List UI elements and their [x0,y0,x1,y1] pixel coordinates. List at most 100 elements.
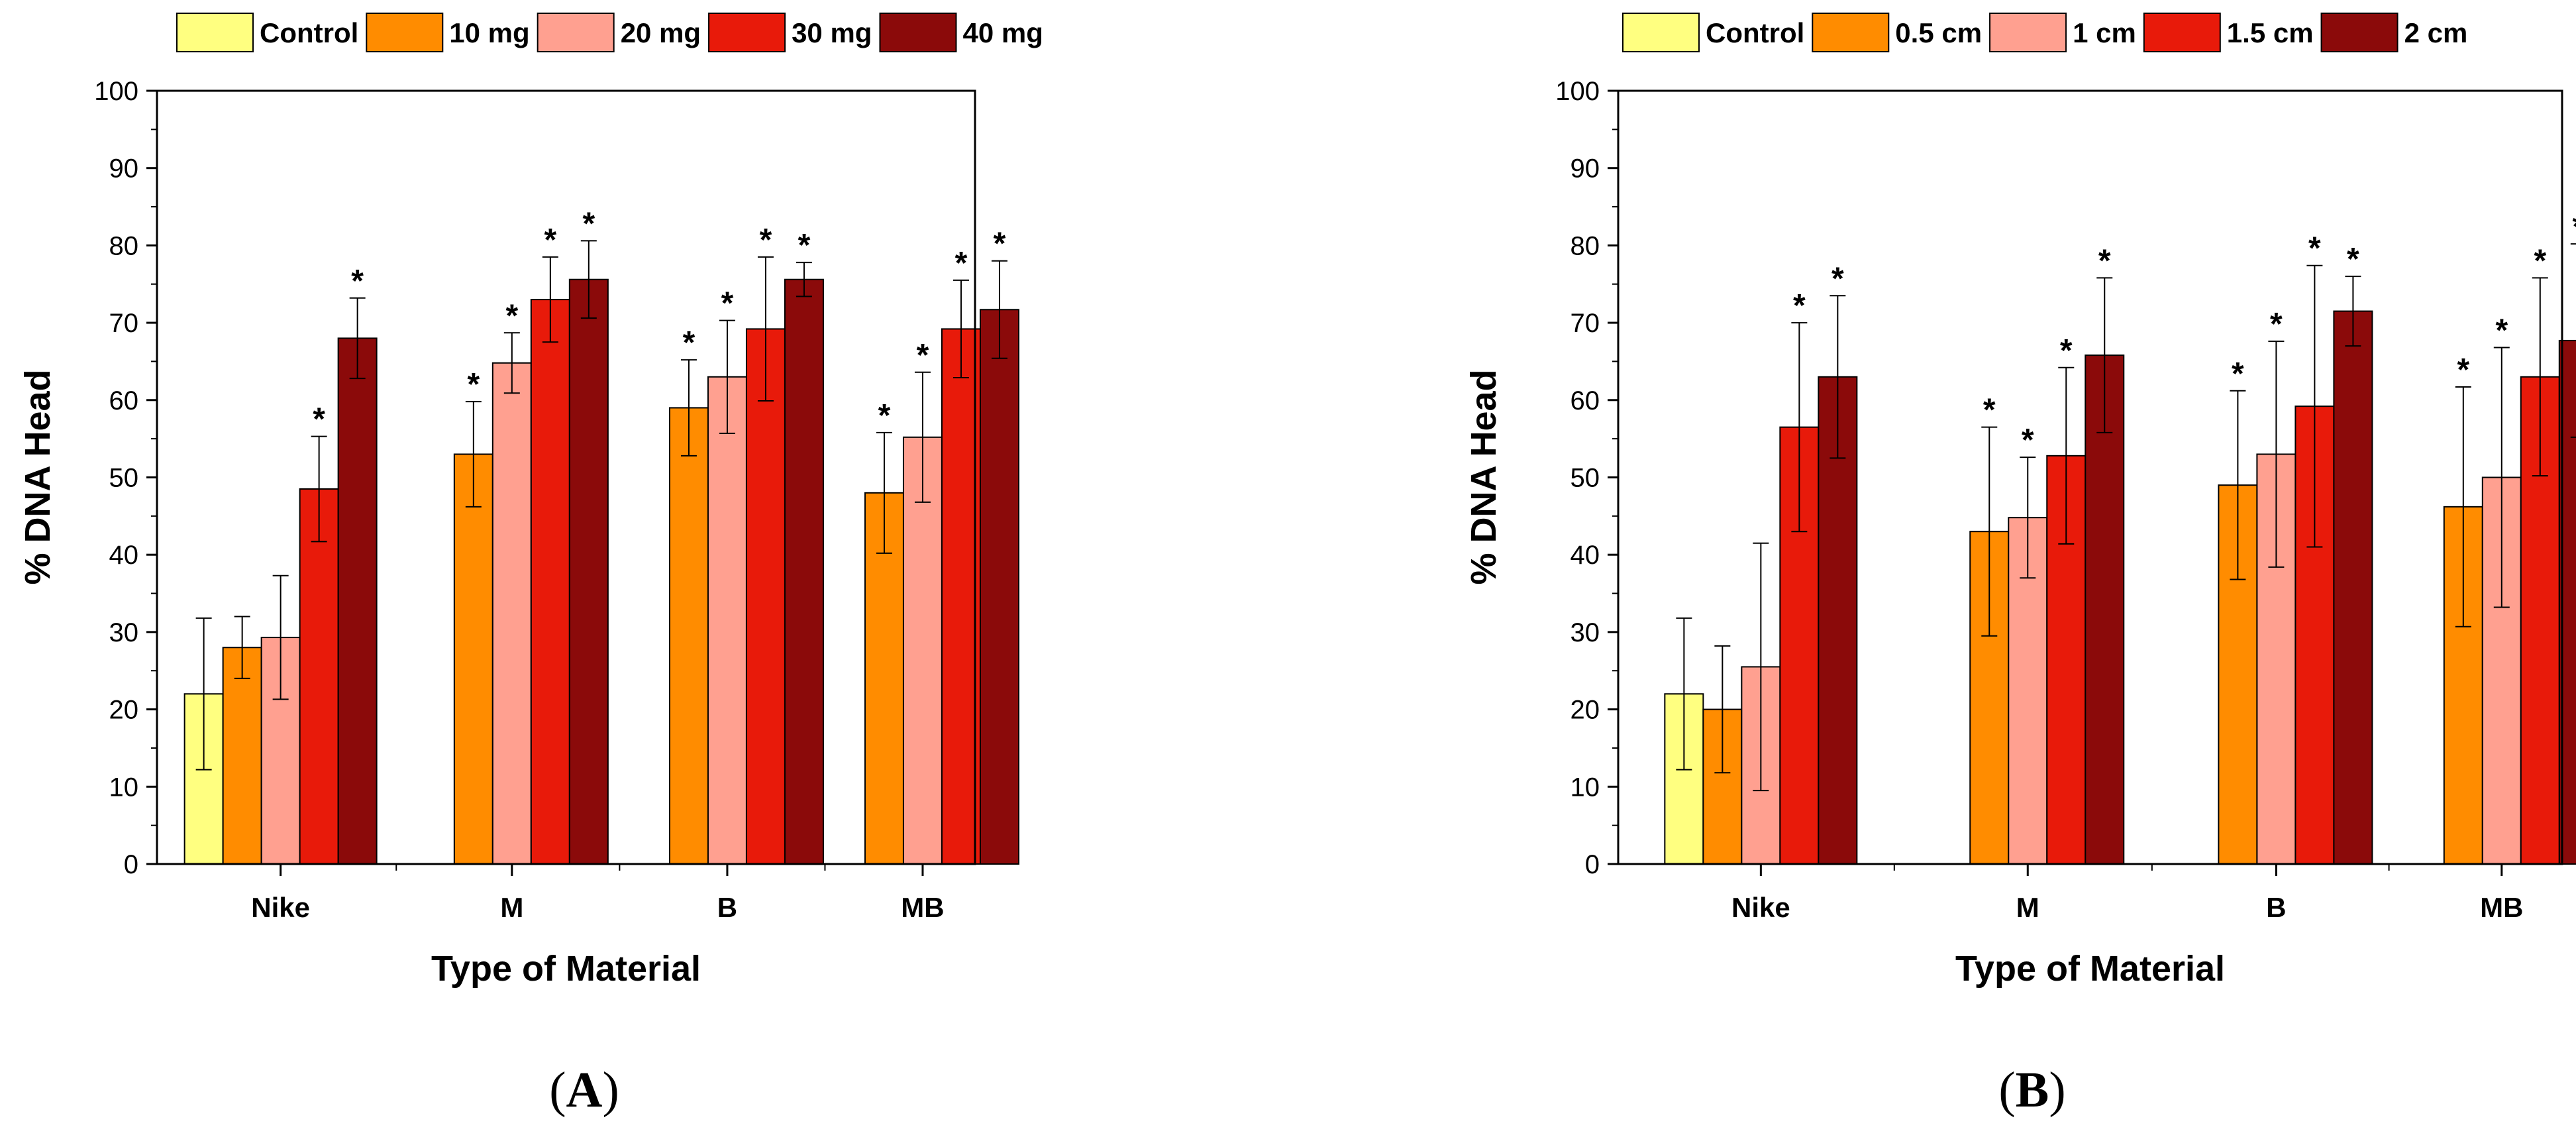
x-axis-title-b: Type of Material [1955,949,2225,989]
error-bar [680,359,697,457]
y-tick-label: 40 [1571,541,1600,570]
significance-star: * [2270,307,2283,342]
error-bar [796,262,812,298]
significance-star: * [2308,231,2321,266]
error-bar [2230,390,2246,580]
legend-swatch [366,13,444,52]
error-bar [757,256,774,402]
y-tick-label: 30 [109,618,139,647]
legend-label: 40 mg [962,17,1043,48]
error-bar [2570,243,2576,438]
error-bar [991,260,1007,359]
legend-swatch [1622,13,1700,52]
error-bar [2268,341,2285,568]
legend-label: 1.5 cm [2227,17,2314,48]
y-tick-label: 90 [1571,154,1600,184]
legend-item-Control: Control [1622,13,1804,52]
significance-star: * [1983,393,1996,428]
significance-star: * [582,206,595,241]
legend-item-Control: Control [176,13,358,52]
legend-label: 10 mg [449,17,529,48]
significance-star: * [1831,261,1844,296]
legend-swatch [1989,13,2067,52]
bar-10-mg-B [668,407,709,865]
error-bar [1714,645,1731,774]
legend-label: 2 cm [2404,17,2468,48]
legend-swatch [2143,13,2221,52]
legend-item-30-mg: 30 mg [708,13,872,52]
significance-star: * [2534,243,2546,278]
bar-30-mg-B [745,328,786,865]
significance-star: * [544,223,556,258]
error-bar [580,240,597,319]
legend-item-1.5-cm: 1.5 cm [2143,13,2314,52]
legend-label: Control [260,17,358,48]
legend-swatch [879,13,957,52]
legend-swatch [1812,13,1890,52]
bar-10-mg-Nike [222,647,262,865]
bar-2-cm-B [2333,310,2373,865]
significance-star: * [683,325,696,360]
significance-star: * [955,246,968,281]
legend-swatch [2320,13,2398,52]
error-bar [2096,277,2113,433]
error-bar [2306,264,2323,548]
y-tick-label: 50 [109,464,139,493]
y-tick-label: 80 [109,231,139,260]
y-tick-label: 10 [109,773,139,802]
y-tick-label: 0 [124,850,138,879]
panel-a: Control 10 mg 20 mg 30 mg 40 mg **** **** ****… [18,13,1043,1118]
error-bar [542,256,558,343]
legend-swatch [176,13,254,52]
significance-star: * [760,223,772,258]
significance-star: * [2457,352,2469,388]
bar-40-mg-M [568,278,609,865]
x-category-label: M [500,892,523,923]
bar-20-mg-M [491,362,532,865]
legend-item-20-mg: 20 mg [537,13,701,52]
significance-star: * [2495,313,2508,348]
y-tick-label: 10 [1571,773,1600,802]
error-bar [1829,295,1846,459]
y-tick-label: 70 [1571,309,1600,338]
error-bar [465,401,482,508]
significance-star: * [505,298,518,333]
significance-star: * [467,367,480,402]
error-bar [349,297,366,380]
y-tick-label: 80 [1571,231,1600,260]
error-bar [1981,426,1998,637]
error-bar [2532,277,2548,477]
error-bar [1791,322,1808,533]
significance-star: * [798,228,811,263]
legend-item-0.5-cm: 0.5 cm [1812,13,1982,52]
error-bar [876,431,892,554]
error-bar [272,574,289,700]
error-bar [914,371,931,503]
legend-label: Control [1706,17,1804,48]
legend-label: 30 mg [792,17,872,48]
bar-40-mg-MB [979,309,1019,865]
error-bar [2345,276,2361,347]
bar-40-mg-Nike [337,337,378,865]
y-tick-label: 70 [109,309,139,338]
y-axis-title-a: % DNA Head [18,369,58,584]
significance-star: * [2060,333,2073,368]
x-category-label: B [2266,892,2286,923]
significance-star: * [721,286,734,321]
error-bar [2058,366,2075,545]
bar-30-mg-Nike [299,488,339,865]
y-tick-label: 40 [109,541,139,570]
y-tick-label: 20 [109,696,139,725]
panel-b: Control 0.5 cm 1 cm 1.5 cm 2 cm ** *** **** ***… [1464,13,2576,1118]
error-bar [503,332,520,394]
error-bar [2020,457,2036,579]
legend-item-2-cm: 2 cm [2320,13,2468,52]
panel-label-a: (A) [549,1062,619,1118]
bars-b: * * * * * * * * * * * * * * [1664,209,2576,865]
legend-item-1-cm: 1 cm [1989,13,2136,52]
significance-star: * [2572,209,2576,244]
error-bar [953,279,969,378]
x-category-label: B [717,892,737,923]
